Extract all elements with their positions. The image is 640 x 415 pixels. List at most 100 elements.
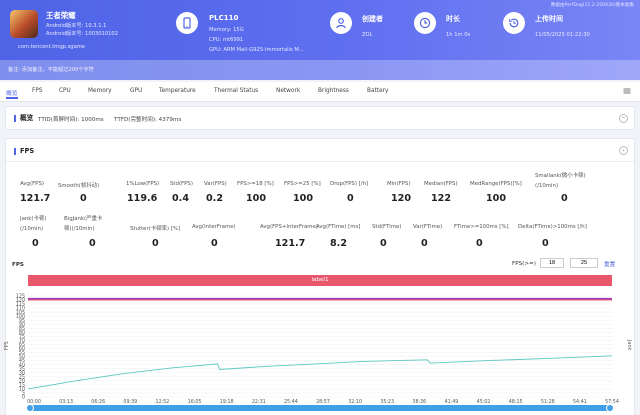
stat-label: Min(FPS) [387,181,411,187]
tab-gpu[interactable]: GPU [130,88,143,94]
y-tick-label: 40 [19,362,25,368]
stat-value: 0 [476,238,483,249]
chart-title: FPS [12,262,24,268]
x-tick-label: 48:15 [509,399,523,405]
stat-value: 0.4 [172,193,189,204]
device-cpu: CPU: mt6991 [209,37,244,43]
stat-value: 0 [89,238,96,249]
stat-label: Avg(FTime) [ms] [316,224,361,230]
series-line [27,355,613,390]
creator-label: 创建者 [362,15,383,23]
y-tick-label: 45 [19,358,25,364]
fps-chart[interactable]: 125 120 115 110 105 100 95 90 85 80 75 70 65 60 55 50 45… [0,290,640,415]
tab-battery[interactable]: Battery [367,88,389,94]
fps-section-title: FPS [14,148,34,155]
tab-thermal-status[interactable]: Thermal Status [214,88,259,94]
fps-threshold-2-input[interactable] [570,258,598,268]
collapse-overview-icon[interactable]: − [619,114,628,123]
x-tick-label: 09:39 [123,399,137,405]
x-tick-label: 35:23 [380,399,394,405]
menu-icon[interactable] [622,86,632,96]
stat-value: 0 [380,238,387,249]
x-tick-label: 45:02 [477,399,491,405]
y-tick-label: 75 [19,334,25,340]
stat-label: Jank(卡顿)(/10min) [20,216,47,232]
tab-network[interactable]: Network [276,88,301,94]
scrollbar-left-handle[interactable] [26,404,34,412]
remark-bar[interactable]: 备注: 添加备注，不能超过200个字符 [0,60,640,80]
chart-scrollbar[interactable] [28,405,612,411]
stat-label: Drop(FPS) [/h] [330,181,369,187]
stat-value: 100 [486,193,507,204]
stat-label: Var(FPS) [204,181,227,187]
x-tick-label: 41:49 [445,399,459,405]
x-tick-label: 16:05 [188,399,202,405]
stat-label: Smooth(帧抖动) [58,183,100,189]
tab-memory[interactable]: Memory [88,88,112,94]
app-name: 王者荣耀 [46,11,76,20]
clock-icon [414,12,436,34]
stat-label: FPS>=25 [%] [284,181,321,187]
app-icon [10,10,38,38]
x-tick-label: 12:52 [156,399,170,405]
tab-temperature[interactable]: Temperature [159,88,196,94]
y-tick-label: 85 [19,326,25,332]
history-icon [503,12,525,34]
y-tick-label: 70 [19,338,25,344]
tab-cpu[interactable]: CPU [59,88,71,94]
stat-label: BigJank(严重卡顿)(/10min) [64,216,103,232]
stat-label: Std(FPS) [170,181,193,187]
tab-bar: 概览 FPS CPU Memory GPU Temperature Therma… [0,82,640,102]
x-tick-label: 03:13 [59,399,73,405]
y-tick-label: 80 [19,330,25,336]
stat-label: FTime>=100ms [%] [454,224,509,230]
remark-text[interactable]: 备注: 添加备注，不能超过200个字符 [8,67,94,73]
y-tick-label: 20 [19,378,25,384]
y-tick-label: 50 [19,354,25,360]
fps-chart-svg[interactable]: 1251201151101051009590858075706560555045… [0,290,640,415]
tab-overview[interactable]: 概览 [6,88,18,99]
stat-value: 0 [561,193,568,204]
upload-value: 11/05/2025 01:22:30 [535,32,590,38]
y-tick-label: 5 [22,391,25,397]
user-icon [330,12,352,34]
reset-button[interactable]: 重置 [604,262,616,268]
y-tick-label: 95 [19,318,25,324]
collapse-fps-icon[interactable]: ⌄ [619,146,628,155]
stat-value: 0 [347,193,354,204]
stat-value: 0 [80,193,87,204]
stat-value: 0 [32,238,39,249]
stat-label: Stutter(卡顿率) [%] [130,226,181,232]
y-tick-label: 125 [16,294,25,300]
duration-label: 时长 [446,15,460,23]
tab-brightness[interactable]: Brightness [318,88,349,94]
x-tick-label: 19:18 [220,399,234,405]
x-tick-label: 25:44 [284,399,298,405]
y-tick-label: 55 [19,350,25,356]
stat-label: Avg(InterFrame) [192,224,236,230]
tab-fps[interactable]: FPS [32,88,43,94]
label-bar[interactable]: label1 [28,275,612,286]
fps-threshold-1-input[interactable] [540,258,564,268]
ttfd-value: TTFD(完整时间): 4379ms [114,117,182,123]
y-tick-label: 10 [19,387,25,393]
divider [6,161,634,162]
stat-value: 119.6 [127,193,158,204]
stat-value: 0 [211,238,218,249]
package-name: com.tencent.tmgp.sgame [18,44,85,50]
y-tick-label: 30 [19,370,25,376]
stat-label: Median(FPS) [424,181,458,187]
y-tick-label: 0 [22,395,25,401]
y-tick-label: 105 [16,310,25,316]
x-tick-label: 57:54 [605,399,619,405]
scrollbar-right-handle[interactable] [606,404,614,412]
stat-label: MedRange(FPS)[%] [470,181,522,187]
y-tick-label: 35 [19,366,25,372]
overview-title: 概览 [14,115,33,122]
upload-label: 上传时间 [535,15,563,23]
x-tick-label: 00:00 [27,399,41,405]
y-tick-label: 120 [16,298,25,304]
stat-label: Std(FTime) [372,224,402,230]
stat-label: Avg(FPS+InterFrame) [260,224,318,230]
y-tick-label: 25 [19,374,25,380]
